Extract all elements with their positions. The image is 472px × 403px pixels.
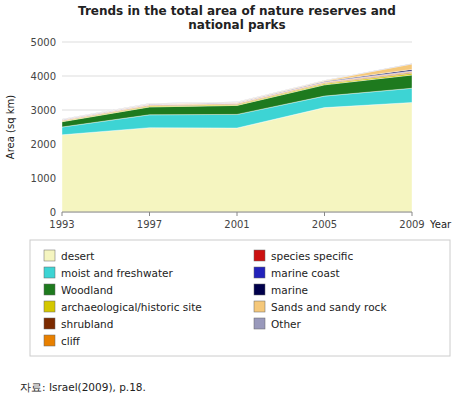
legend-swatch — [44, 267, 55, 278]
y-tick-label: 0 — [50, 207, 56, 218]
y-tick-label: 5000 — [31, 37, 56, 48]
footnote: 자료: Israel(2009), p.18. — [20, 381, 146, 393]
y-axis-label: Area (sq km) — [5, 95, 16, 159]
x-axis-label: Year — [429, 219, 452, 230]
legend-swatch — [44, 318, 55, 329]
x-tick — [62, 212, 63, 216]
legend-label: desert — [61, 250, 95, 262]
title: Trends in the total area of nature reser… — [78, 4, 396, 32]
legend-label: marine coast — [271, 267, 340, 279]
x-tick-label: 2009 — [399, 219, 424, 230]
grid-line — [62, 42, 412, 43]
legend-label: moist and freshwater — [61, 267, 174, 279]
legend-label: archaeological/historic site — [61, 301, 202, 313]
legend-label: marine — [271, 284, 308, 296]
legend-swatch — [44, 250, 55, 261]
legend-label: cliff — [61, 335, 81, 347]
y-tick-label: 3000 — [31, 105, 56, 116]
legend-swatch — [254, 250, 265, 261]
y-tick-label: 4000 — [31, 71, 56, 82]
x-tick — [149, 212, 150, 216]
legend-swatch — [44, 301, 55, 312]
x-tick — [237, 212, 238, 216]
legend-label: species specific — [271, 250, 353, 262]
areas — [62, 64, 412, 212]
legend-swatch — [44, 335, 55, 346]
y-tick-label: 2000 — [31, 139, 56, 150]
x-tick — [324, 212, 325, 216]
area — [62, 64, 412, 120]
area — [62, 73, 412, 121]
x-tick-label: 1997 — [137, 219, 162, 230]
x-tick-label: 2001 — [224, 219, 249, 230]
area — [62, 64, 412, 120]
legend-label: shrubland — [61, 318, 113, 330]
title-line: Trends in the total area of nature reser… — [78, 4, 396, 18]
x-tick-label: 1993 — [49, 219, 74, 230]
x-tick — [412, 212, 413, 216]
legend-label: Sands and sandy rock — [271, 301, 387, 313]
grid — [62, 42, 412, 212]
legend: desert moist and freshwater Woodland archae… — [30, 240, 450, 356]
legend-swatch — [254, 267, 265, 278]
area — [62, 71, 412, 120]
area — [62, 72, 412, 121]
legend-label: Woodland — [61, 284, 113, 296]
title-line: national parks — [188, 18, 285, 32]
area — [62, 69, 412, 119]
area — [62, 71, 412, 120]
legend-swatch — [44, 284, 55, 295]
legend-swatch — [254, 318, 265, 329]
legend-label: Other — [271, 318, 301, 330]
legend-swatch — [254, 301, 265, 312]
area — [62, 72, 412, 121]
x-tick-label: 2005 — [312, 219, 337, 230]
legend-frame — [30, 240, 450, 356]
area — [62, 75, 412, 127]
legend-swatch — [254, 284, 265, 295]
chart: Trends in the total area of nature reser… — [0, 0, 472, 403]
y-tick-label: 1000 — [31, 173, 56, 184]
